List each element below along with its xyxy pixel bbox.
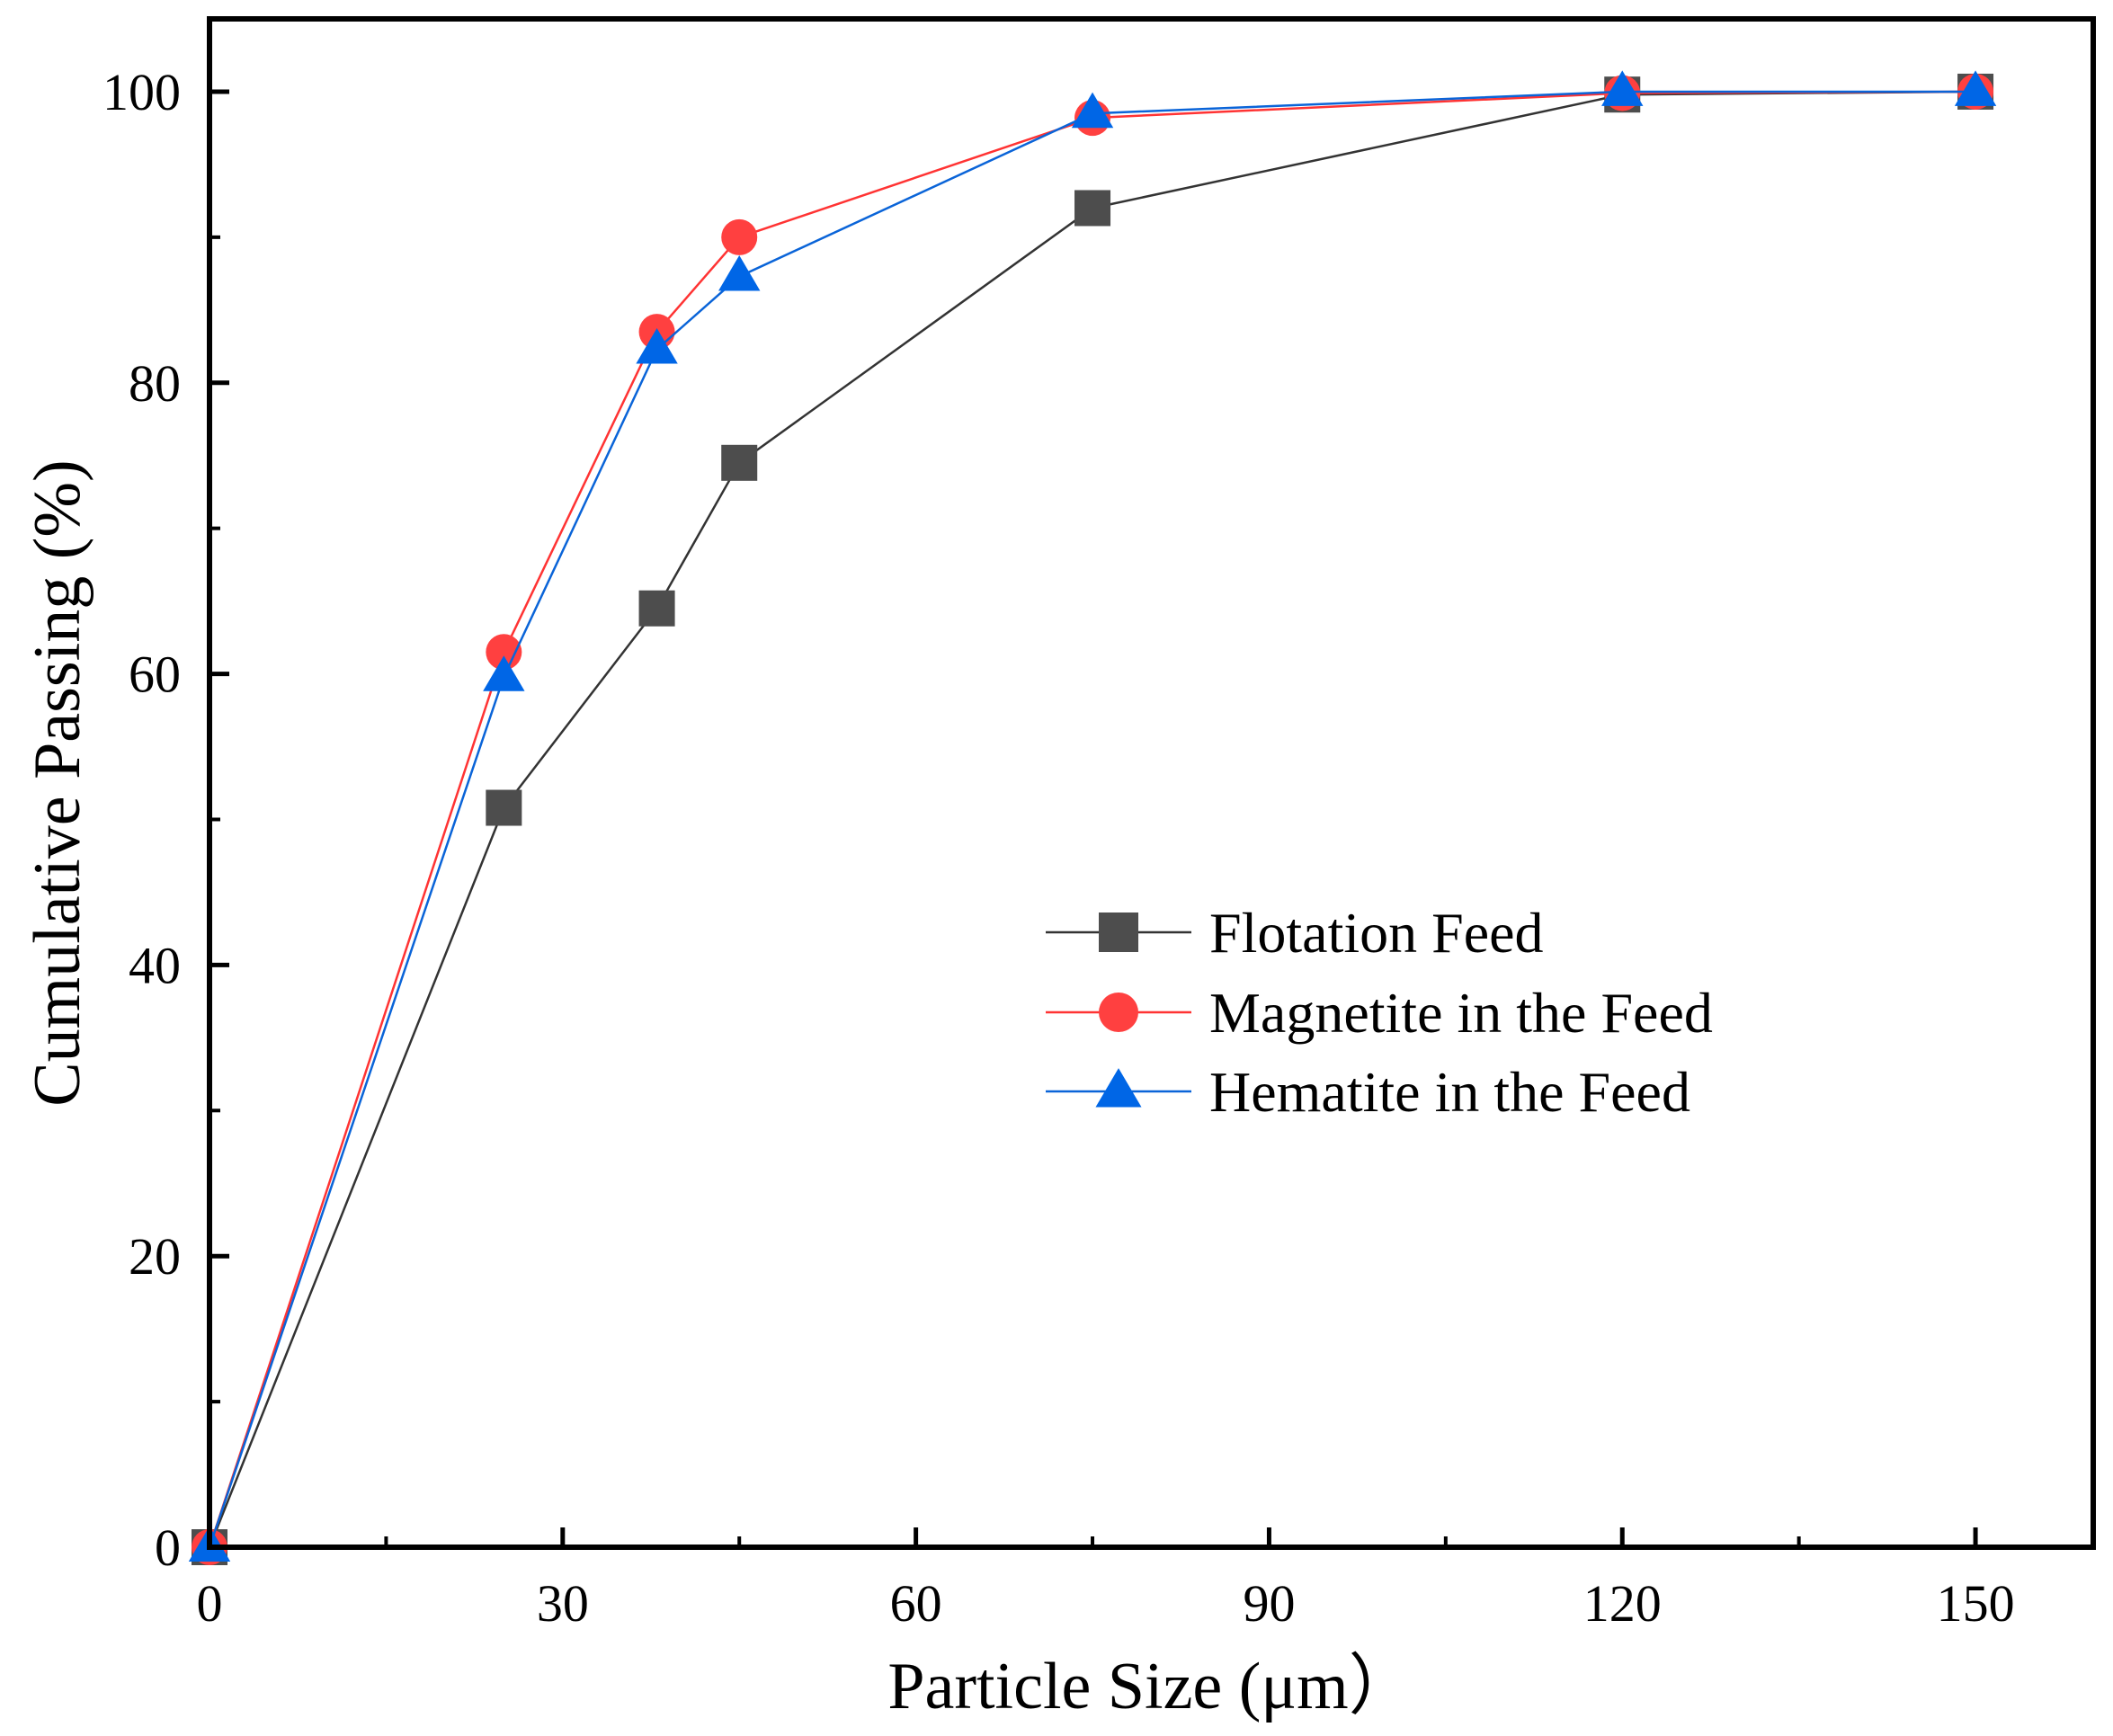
- data-point: [721, 444, 758, 481]
- y-tick-label: 80: [129, 354, 181, 413]
- data-point: [718, 255, 761, 291]
- x-tick-label: 150: [1937, 1574, 2015, 1633]
- series-triangle: [188, 70, 1997, 1562]
- data-point: [1074, 190, 1111, 227]
- legend-label: Flotation Feed: [1209, 901, 1544, 965]
- plot-frame: [207, 16, 2096, 1550]
- y-tick-label: 100: [103, 63, 181, 121]
- data-point: [721, 218, 758, 255]
- data-point: [638, 590, 675, 627]
- series-line: [208, 90, 1976, 1548]
- legend-marker: [1099, 993, 1138, 1032]
- y-tick-label: 40: [129, 936, 181, 994]
- data-point: [1954, 70, 1997, 106]
- y-axis-title: Cumulative Passing (%): [21, 459, 94, 1106]
- data-point: [1601, 70, 1644, 106]
- series-line: [208, 90, 1976, 1548]
- data-point: [1071, 92, 1114, 129]
- x-tick-label: 90: [1243, 1574, 1295, 1633]
- legend: Flotation Feed Magnetite in the Feed Hemat…: [1046, 901, 1713, 1124]
- legend-item: Hematite in the Feed: [1046, 1060, 1690, 1124]
- legend-marker: [1099, 913, 1138, 952]
- legend-item: Magnetite in the Feed: [1046, 981, 1713, 1045]
- x-tick-label: 60: [890, 1574, 942, 1633]
- data-point: [483, 655, 525, 691]
- x-tick-label: 120: [1583, 1574, 1662, 1633]
- y-tick-label: 60: [129, 645, 181, 704]
- data-point: [486, 634, 522, 671]
- legend-item: Flotation Feed: [1046, 901, 1544, 965]
- x-tick-label: 0: [197, 1574, 223, 1633]
- x-tick-label: 30: [537, 1574, 589, 1633]
- series-circle: [192, 73, 1994, 1565]
- data-point: [486, 789, 522, 826]
- series-square: [192, 73, 1994, 1565]
- series-layer: [188, 70, 1997, 1565]
- legend-label: Hematite in the Feed: [1209, 1060, 1690, 1124]
- series-line: [208, 90, 1976, 1548]
- legend-marker: [1095, 1068, 1142, 1108]
- y-tick-label: 0: [155, 1518, 181, 1577]
- ticks-layer: 0 30 60 90 120 150 0 20 40 60 80 100: [103, 63, 2015, 1633]
- data-point: [636, 327, 678, 364]
- x-axis-title: Particle Size (μm）: [887, 1650, 1414, 1723]
- y-tick-label: 20: [129, 1227, 181, 1286]
- legend-label: Magnetite in the Feed: [1209, 981, 1713, 1045]
